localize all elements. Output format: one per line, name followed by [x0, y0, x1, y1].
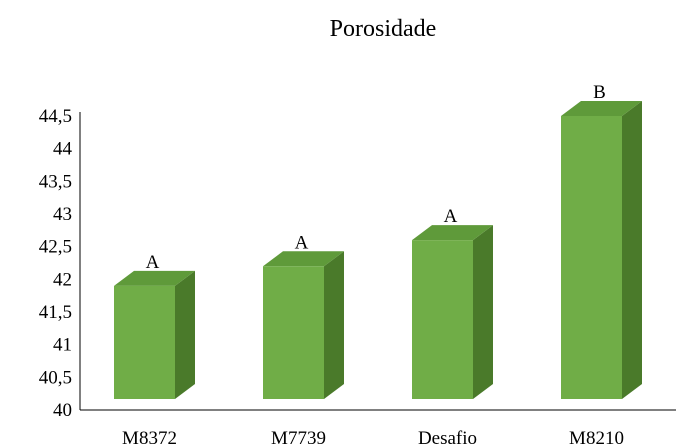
- y-tick-labels: 40 40,5 41 41,5 42 42,5 43 43,5 44 44,5: [39, 106, 73, 421]
- data-label: A: [295, 232, 309, 253]
- bar-side-face: [473, 225, 493, 399]
- category-label: M8210: [569, 428, 624, 447]
- bar-top-face: [412, 225, 493, 241]
- data-labels: A A A B: [146, 82, 606, 273]
- y-tick-label: 42: [53, 269, 72, 290]
- y-tick-label: 44: [53, 139, 73, 160]
- bar-m7739: [263, 251, 344, 399]
- y-tick-label: 40,5: [39, 367, 72, 388]
- y-tick-label: 41: [53, 335, 72, 356]
- y-tick-label: 42,5: [39, 237, 72, 258]
- data-label: B: [593, 82, 606, 103]
- bar-top-face: [561, 101, 642, 116]
- y-tick-label: 43: [53, 204, 72, 225]
- y-tick-label: 43,5: [39, 171, 72, 192]
- data-label: A: [146, 252, 160, 273]
- data-label: A: [444, 206, 458, 227]
- bar-front-face: [263, 266, 324, 399]
- category-label: M8372: [122, 428, 177, 447]
- bar-m8210: [561, 101, 642, 399]
- bar-m8372: [114, 270, 195, 399]
- bar-side-face: [622, 101, 642, 399]
- bar-front-face: [561, 116, 622, 399]
- bar-top-face: [263, 251, 344, 267]
- bar-side-face: [175, 270, 195, 399]
- bars: [114, 101, 642, 399]
- bar-desafio: [412, 225, 493, 399]
- y-tick-label: 40: [53, 400, 72, 421]
- bar-front-face: [114, 285, 175, 399]
- category-label: M7739: [271, 428, 326, 447]
- y-tick-label: 41,5: [39, 302, 72, 323]
- category-labels: M8372 M7739 Desafio M8210: [122, 428, 624, 447]
- bar-top-face: [114, 270, 195, 286]
- bar-front-face: [412, 240, 473, 399]
- bar-side-face: [324, 251, 344, 399]
- chart-title: Porosidade: [330, 16, 437, 42]
- y-tick-label: 44,5: [39, 106, 72, 127]
- category-label: Desafio: [418, 428, 477, 447]
